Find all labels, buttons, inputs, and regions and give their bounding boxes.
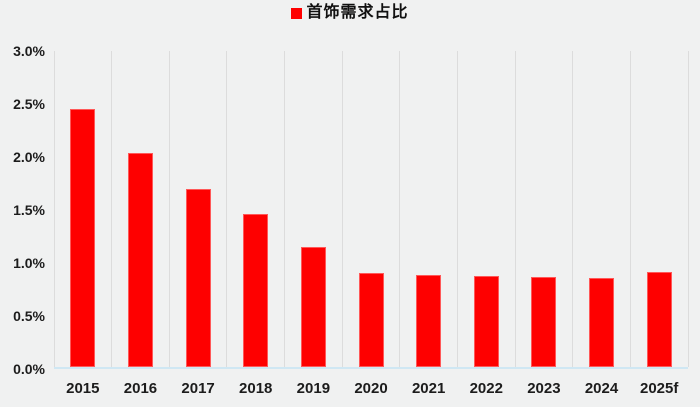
bar-2016	[127, 152, 153, 367]
y-tick-label: 2.5%	[13, 96, 45, 112]
bar-2025f	[646, 271, 672, 367]
vertical-gridline	[168, 51, 170, 367]
y-tick-label: 0.5%	[13, 308, 45, 324]
vertical-gridline	[53, 51, 55, 367]
x-tick-label: 2025f	[639, 380, 679, 397]
bar-2019	[300, 247, 326, 367]
y-tick-label: 2.0%	[13, 149, 45, 165]
chart-legend: 首饰需求占比	[0, 5, 700, 21]
bar-2018	[243, 214, 269, 367]
bar-2015	[70, 109, 96, 367]
vertical-gridline	[284, 51, 286, 367]
vertical-gridline	[111, 51, 113, 367]
legend-marker-icon	[291, 7, 303, 19]
x-tick-label: 2021	[411, 380, 446, 397]
y-tick-label: 0.0%	[13, 361, 45, 377]
bar-2024	[589, 277, 615, 367]
y-tick-label: 1.0%	[13, 255, 45, 271]
x-tick-label: 2019	[296, 380, 331, 397]
y-tick-label: 1.5%	[13, 202, 45, 218]
bar-2021	[416, 274, 442, 367]
plot-area	[53, 51, 689, 369]
x-tick-label: 2016	[123, 380, 158, 397]
x-tick-label: 2023	[527, 380, 561, 397]
vertical-gridline	[629, 51, 631, 367]
bar-2023	[531, 276, 557, 367]
x-tick-label: 2015	[66, 380, 100, 397]
bar-2020	[358, 272, 384, 367]
x-tick-label: 2017	[181, 380, 215, 397]
x-tick-label: 2024	[584, 380, 619, 397]
vertical-gridline	[514, 51, 516, 367]
bar-2017	[185, 188, 211, 367]
vertical-gridline	[341, 51, 343, 367]
legend-label: 首饰需求占比	[306, 4, 409, 21]
y-tick-label: 3.0%	[13, 43, 45, 59]
x-tick-label: 2018	[239, 380, 273, 397]
bar-2022	[473, 275, 499, 367]
x-axis-line	[54, 367, 688, 369]
vertical-gridline	[456, 51, 458, 367]
vertical-gridline	[226, 51, 228, 367]
vertical-gridline	[687, 51, 689, 367]
vertical-gridline	[399, 51, 401, 367]
x-tick-label: 2020	[354, 380, 388, 397]
x-tick-label: 2022	[469, 380, 503, 397]
vertical-gridline	[572, 51, 574, 367]
